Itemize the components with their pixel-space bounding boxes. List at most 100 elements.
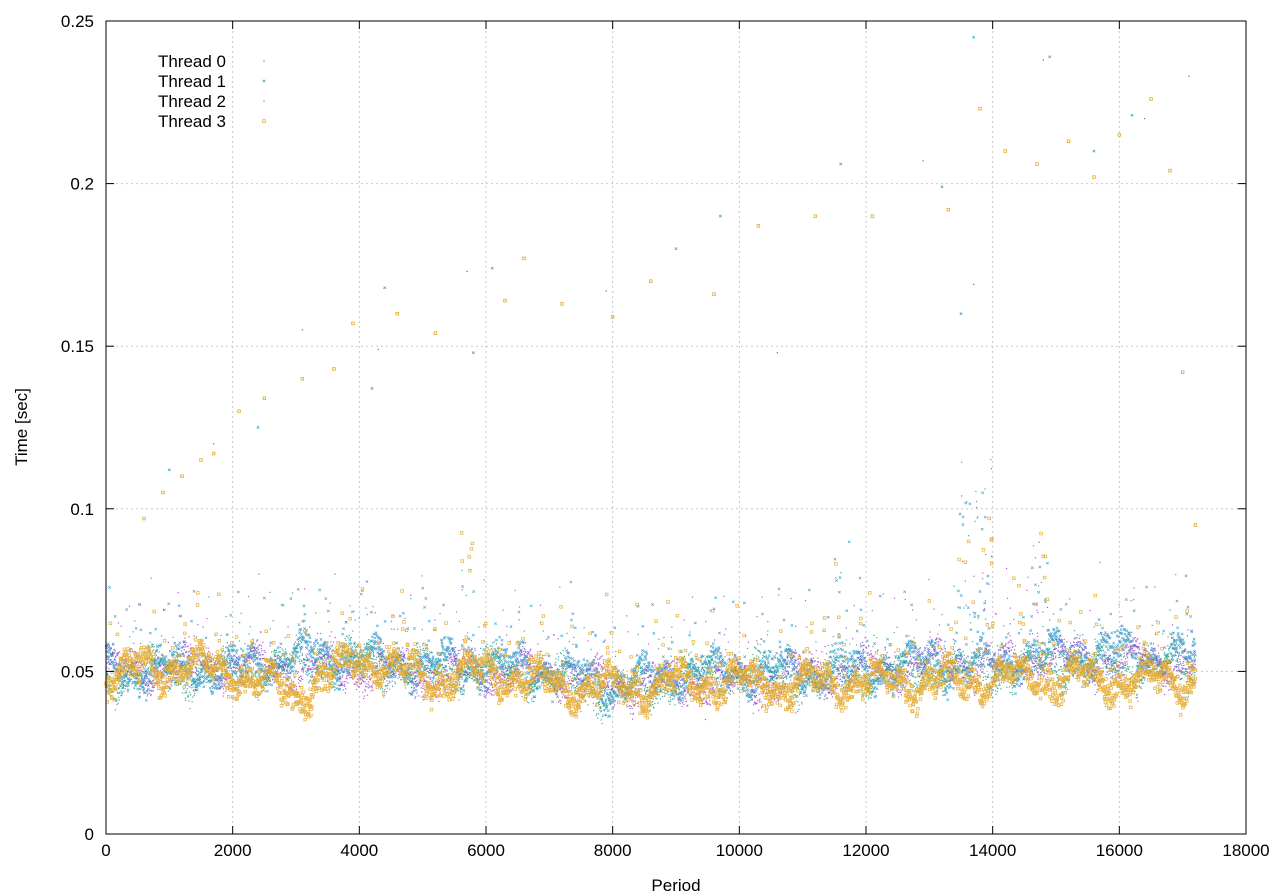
data-point <box>254 652 256 654</box>
data-point <box>187 645 189 647</box>
data-point <box>474 647 476 650</box>
data-point <box>1033 640 1037 644</box>
data-point <box>540 650 542 652</box>
data-point <box>128 605 131 607</box>
data-point <box>921 656 925 659</box>
data-point <box>532 689 535 693</box>
data-point <box>114 663 118 667</box>
data-point <box>874 694 878 698</box>
data-point <box>116 655 118 657</box>
data-point <box>258 658 262 661</box>
data-point <box>296 587 300 591</box>
data-point <box>467 646 471 650</box>
data-point <box>293 661 297 665</box>
data-point <box>343 667 347 671</box>
data-point <box>318 588 322 592</box>
data-point <box>144 699 148 702</box>
data-point <box>180 664 182 667</box>
data-point <box>843 650 847 654</box>
data-point <box>182 660 186 664</box>
data-point <box>107 650 111 654</box>
data-point <box>125 608 129 612</box>
data-point <box>415 696 417 698</box>
data-point <box>430 677 432 679</box>
data-point <box>300 675 302 678</box>
data-point <box>412 627 416 630</box>
data-point <box>316 632 319 634</box>
data-point <box>186 651 188 653</box>
data-point <box>414 677 416 680</box>
data-point <box>546 661 548 663</box>
data-point <box>146 668 150 671</box>
data-point <box>573 663 575 665</box>
data-point <box>146 695 148 697</box>
data-point <box>983 515 987 519</box>
data-point <box>362 680 365 683</box>
data-point <box>438 700 440 703</box>
data-point <box>693 621 697 625</box>
data-point <box>1119 628 1123 632</box>
data-point <box>1016 676 1020 679</box>
data-point <box>449 642 453 645</box>
data-point <box>190 619 193 623</box>
data-point <box>818 693 822 696</box>
data-point <box>1029 629 1033 633</box>
data-point <box>1149 642 1153 645</box>
data-point <box>214 683 218 687</box>
data-point <box>374 631 378 635</box>
data-point <box>459 649 461 651</box>
data-point <box>147 685 150 687</box>
data-point <box>862 623 866 627</box>
data-point <box>577 659 581 663</box>
data-point <box>291 651 295 655</box>
data-point <box>366 694 368 696</box>
data-point <box>420 687 422 689</box>
data-point <box>587 664 591 668</box>
data-point <box>261 650 263 652</box>
data-point <box>283 672 285 674</box>
data-point <box>539 604 542 606</box>
data-point <box>257 667 261 671</box>
data-point <box>572 659 576 663</box>
data-point <box>491 690 493 692</box>
data-point <box>968 502 972 506</box>
data-point <box>640 653 644 656</box>
data-point <box>518 619 520 621</box>
data-point <box>244 643 246 645</box>
data-point <box>224 684 226 686</box>
data-point <box>560 700 562 702</box>
data-point <box>197 684 201 687</box>
data-point <box>603 689 607 693</box>
data-point <box>575 645 579 649</box>
data-point <box>461 692 465 696</box>
data-point <box>486 691 488 693</box>
data-point <box>559 687 562 689</box>
data-point <box>566 651 570 655</box>
data-point <box>199 680 203 684</box>
data-point <box>226 655 228 658</box>
data-point <box>754 687 758 691</box>
data-point <box>462 689 466 692</box>
data-point <box>661 655 665 659</box>
data-point <box>1132 609 1136 613</box>
data-point <box>369 686 371 688</box>
data-point <box>1064 602 1068 606</box>
data-point <box>421 691 423 693</box>
data-point <box>260 631 262 633</box>
data-point <box>162 608 166 612</box>
data-point <box>452 649 456 653</box>
data-point <box>308 636 312 640</box>
data-point <box>455 653 458 657</box>
data-point <box>485 679 489 683</box>
data-point <box>401 658 403 660</box>
data-point <box>184 644 187 646</box>
data-point <box>181 662 183 664</box>
data-point <box>341 681 343 683</box>
data-point <box>349 677 351 679</box>
data-point <box>329 635 331 637</box>
data-point <box>762 669 766 672</box>
data-point <box>180 661 182 663</box>
data-point <box>449 653 452 656</box>
data-point <box>404 653 406 655</box>
data-point <box>416 680 418 682</box>
